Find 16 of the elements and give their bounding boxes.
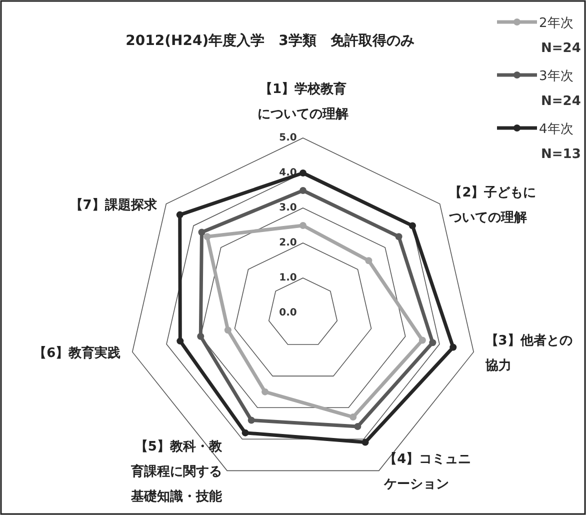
spoke-label: 【2】子どもについての理解: [448, 184, 536, 226]
text: 2012(H24)年度入学 3学類 免許取得のみ: [126, 32, 414, 49]
y-tick-label: 1.0: [279, 272, 297, 284]
y-tick-label: 0.0: [279, 308, 297, 318]
legend-label: 2年次 N=24: [539, 16, 581, 56]
spoke-label: 【7】課題探求: [70, 196, 158, 213]
y-tick-label: 3.0: [279, 202, 297, 214]
spoke-label: 【3】他者との協力: [484, 332, 572, 374]
spoke-label: 【6】教育実践: [34, 344, 121, 361]
spoke-label: 【4】コミュニケーション: [383, 451, 472, 492]
legend-label: 4年次 N=13: [539, 122, 581, 162]
spoke-label: 【1】学校教育についての理解: [258, 81, 348, 122]
spoke-label: 【5】教科・教育課程に関する基礎知識・技能: [130, 438, 223, 505]
y-tick-label: 2.0: [279, 238, 297, 248]
y-tick-label: 5.0: [279, 132, 297, 144]
legend-label: 3年次 N=24: [539, 69, 581, 109]
